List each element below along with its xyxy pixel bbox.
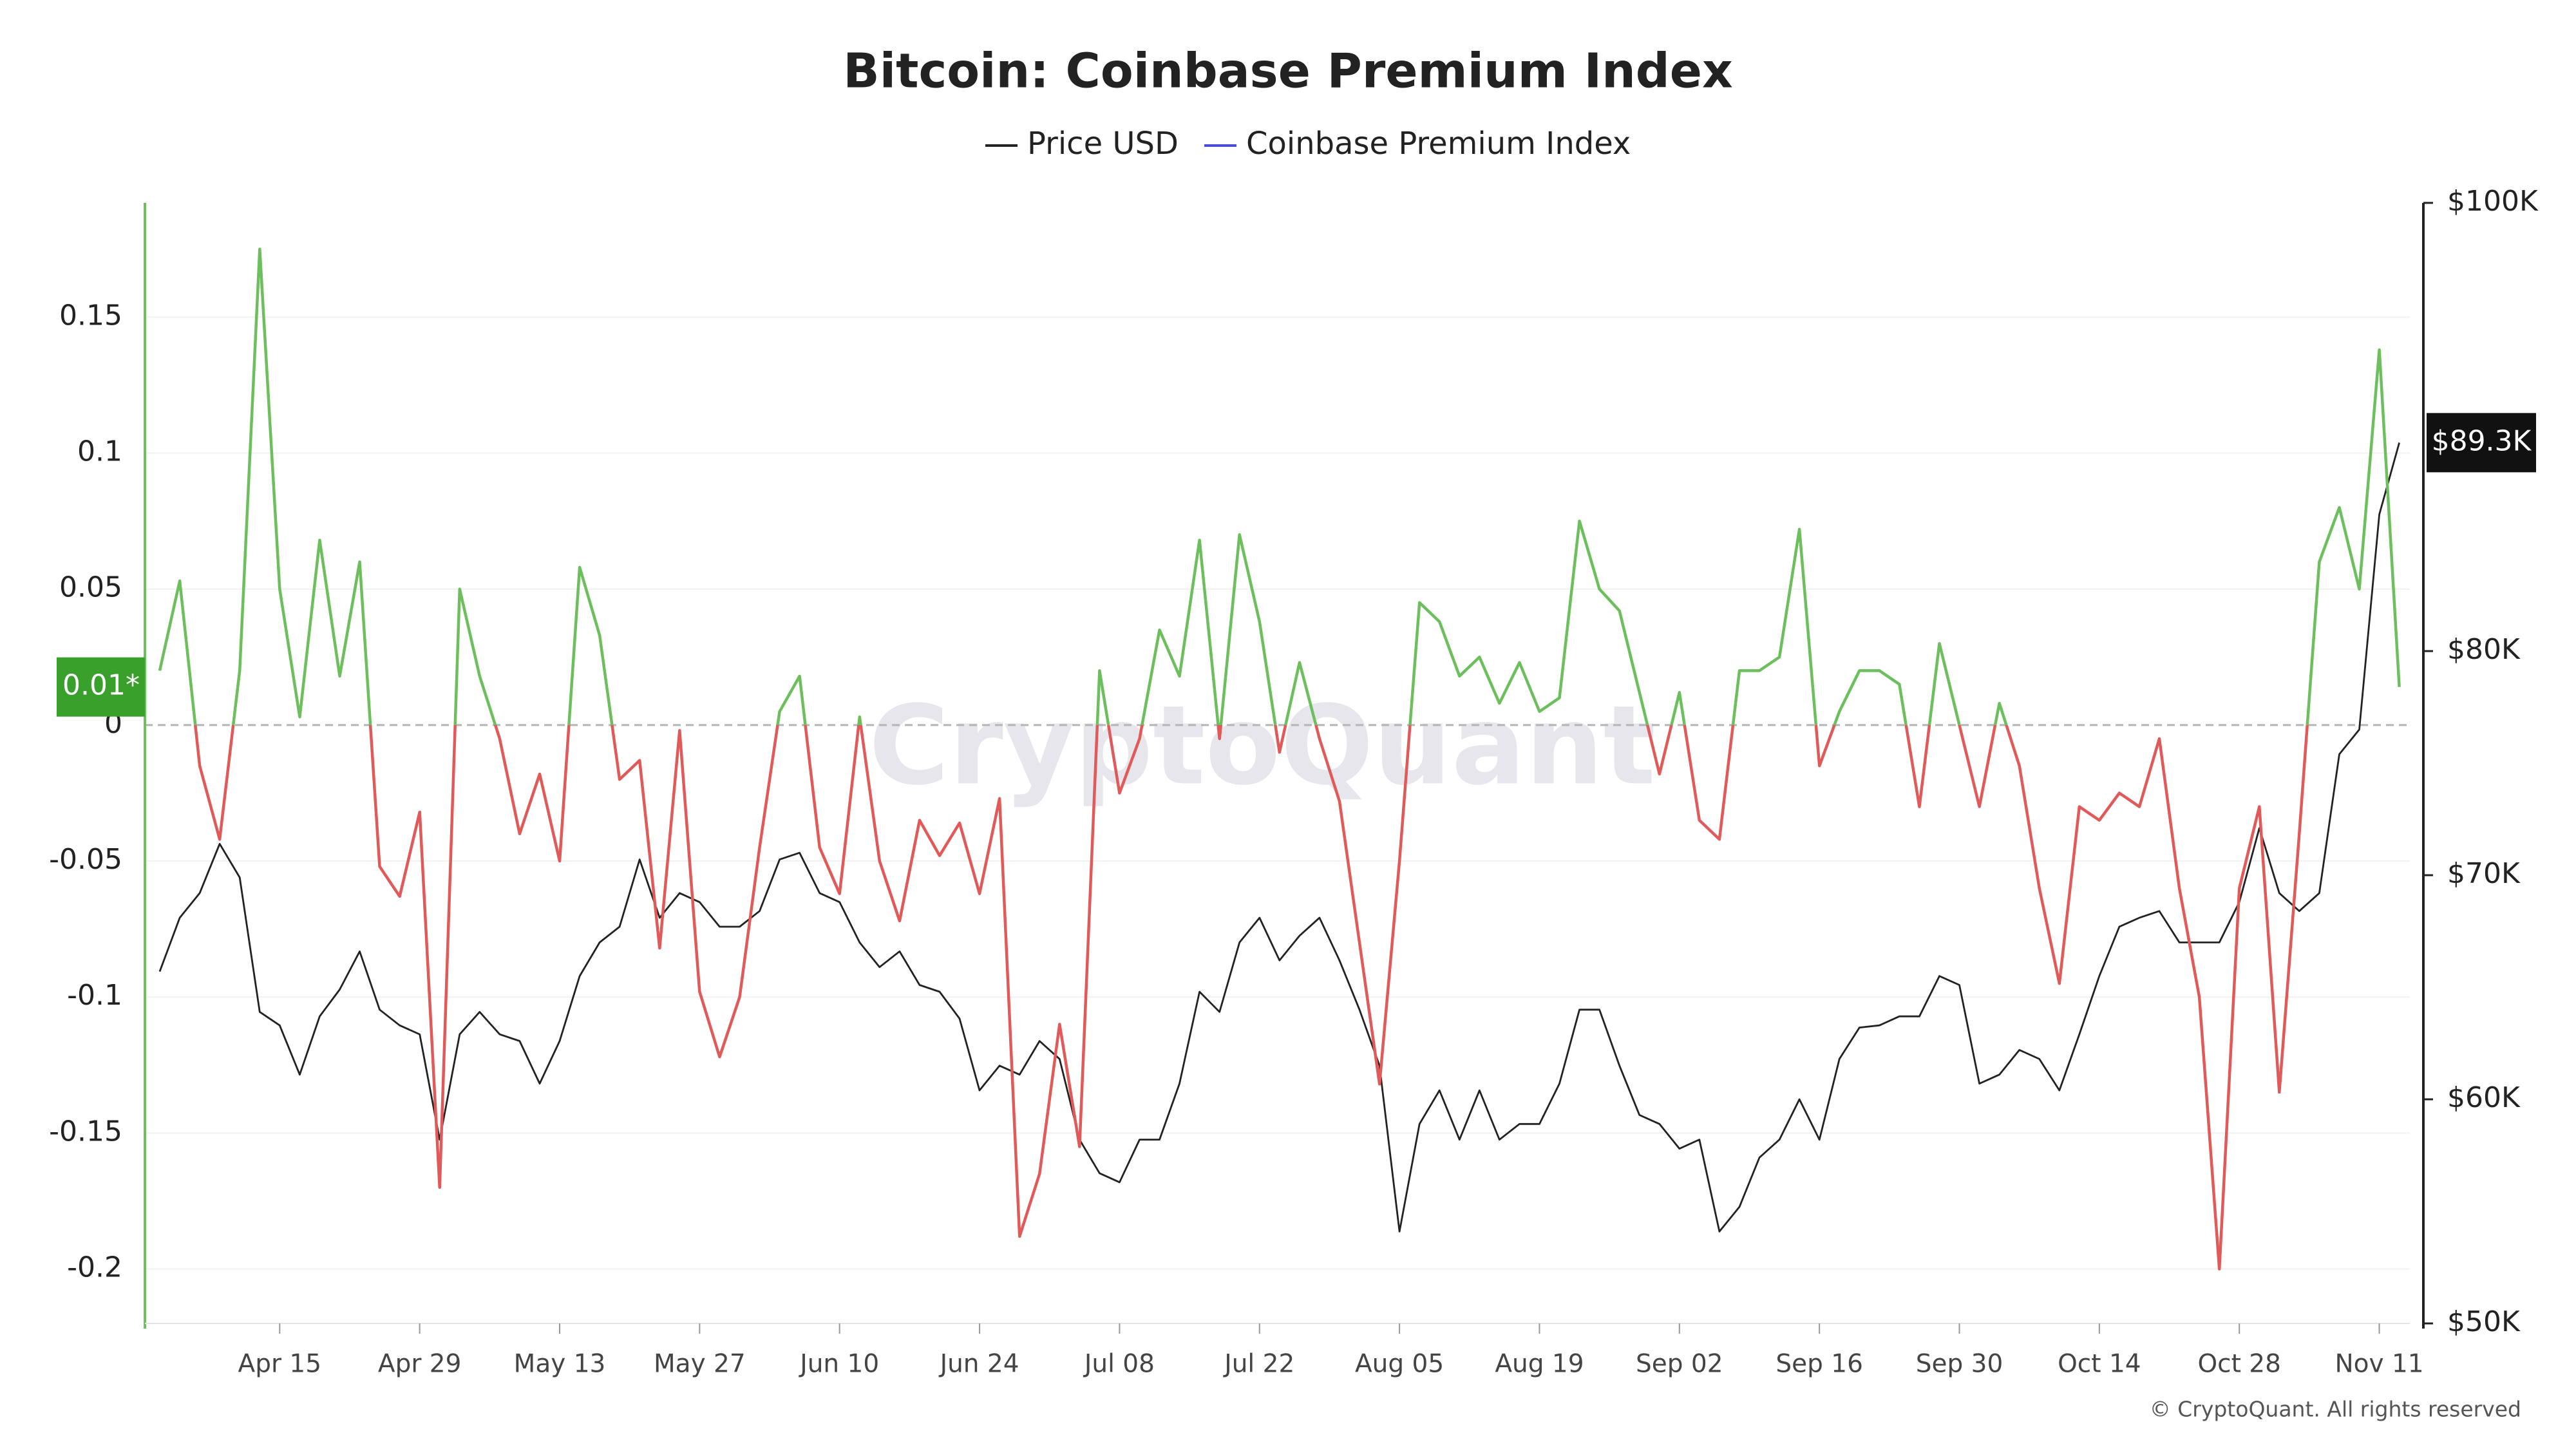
legend-label: Coinbase Premium Index <box>1246 126 1631 162</box>
x-tick-label: Jun 10 <box>798 1350 879 1379</box>
y-tick-label: -0.05 <box>49 843 122 876</box>
current-value-badge <box>2427 413 2536 473</box>
y-tick-label: -0.2 <box>67 1251 122 1284</box>
y2-tick-label: $100K <box>2447 185 2539 218</box>
copyright: © CryptoQuant. All rights reserved <box>2150 1397 2521 1422</box>
x-tick-label: Sep 02 <box>1636 1350 1723 1379</box>
y2-tick-label: $60K <box>2447 1081 2521 1114</box>
x-tick-label: Jun 24 <box>938 1350 1019 1379</box>
series-line <box>158 442 2400 1233</box>
x-tick-label: Oct 28 <box>2197 1350 2280 1379</box>
x-tick-label: Jul 08 <box>1083 1350 1155 1379</box>
y-tick-label: 0.05 <box>59 571 122 604</box>
y2-tick-label: $70K <box>2447 857 2521 890</box>
x-tick-label: May 13 <box>514 1350 606 1379</box>
x-tick-label: Oct 14 <box>2058 1350 2141 1379</box>
x-tick-label: Sep 30 <box>1916 1350 2003 1379</box>
x-tick-label: Jul 22 <box>1222 1350 1294 1379</box>
y-tick-label: -0.1 <box>67 979 122 1012</box>
y-tick-label: -0.15 <box>49 1115 122 1148</box>
current-value-label: 0.01* <box>62 669 140 702</box>
watermark: CryptoQuant <box>869 682 1656 810</box>
x-tick-label: Nov 11 <box>2334 1350 2423 1379</box>
y2-tick-label: $50K <box>2447 1305 2521 1338</box>
y2-tick-label: $80K <box>2447 633 2521 666</box>
x-tick-label: Aug 05 <box>1355 1350 1444 1379</box>
chart-title: Bitcoin: Coinbase Premium Index <box>843 44 1732 99</box>
x-tick-label: Apr 15 <box>238 1350 322 1379</box>
x-tick-label: Sep 16 <box>1776 1350 1863 1379</box>
current-value-label: $89.3K <box>2432 424 2532 457</box>
y-tick-label: 0.1 <box>77 435 122 468</box>
x-tick-label: Apr 29 <box>378 1350 462 1379</box>
current-value-badge <box>57 657 145 717</box>
series-line-negative <box>194 724 2309 1271</box>
x-tick-label: Aug 19 <box>1495 1350 1584 1379</box>
x-tick-label: May 27 <box>654 1350 746 1379</box>
legend-label: Price USD <box>1027 126 1179 162</box>
y-tick-label: 0.15 <box>59 299 122 332</box>
